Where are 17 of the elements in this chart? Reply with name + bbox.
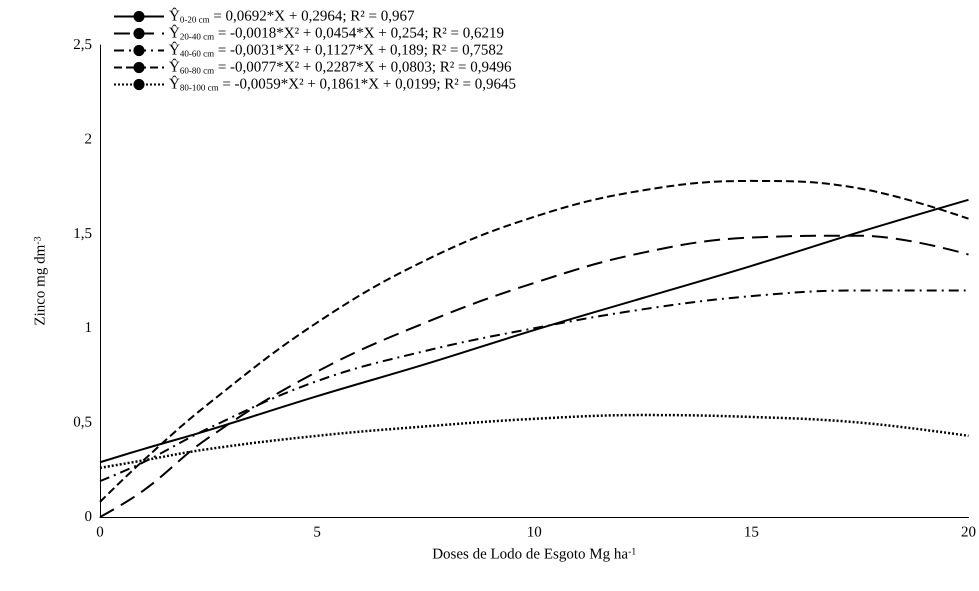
y-axis-title: Zinco mg dm-3 [32,236,48,326]
x-tick-label: 20 [961,524,976,540]
legend-label: Ŷ0-20 cm = 0,0692*X + 0,2964; R² = 0,967 [169,8,415,24]
legend-label: Ŷ80-100 cm = -0,0059*X² + 0,1861*X + 0,0199; R² = 0,9645 [169,76,516,92]
y-tick-label: 1,5 [73,226,92,242]
x-tick-label: 15 [744,524,759,540]
y-tick-label: 0,5 [73,414,92,431]
legend-label: Ŷ20-40 cm = -0,0018*X² + 0,0454*X + 0,254; R² = 0,6219 [169,24,504,42]
x-tick-label: 0 [96,524,104,540]
x-tick-label: 5 [313,524,321,540]
y-tick-label: 1 [84,320,92,336]
y-tick-label: 0 [84,509,92,525]
y-tick-label: 2 [84,131,92,148]
y-tick-label: 2,5 [73,37,92,53]
x-tick-label: 10 [526,524,542,540]
legend-label: Ŷ40-60 cm = -0,0031*X² + 0,1127*X + 0,189; R² = 0,7582 [169,42,504,58]
legend-label: Ŷ60-80 cm = -0,0077*X² + 0,2287*X + 0,0803; R² = 0,9496 [169,58,512,76]
